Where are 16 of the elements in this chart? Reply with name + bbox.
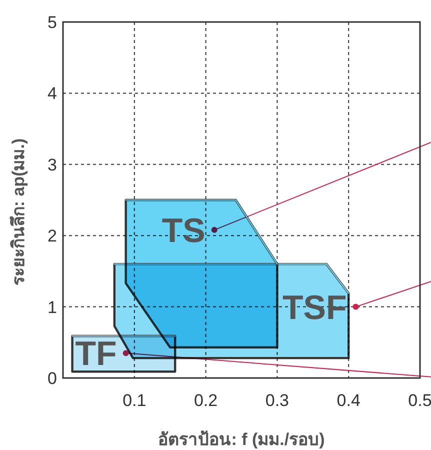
annotation: TS <box>162 212 206 250</box>
x-tick-label: 0.1 <box>122 391 146 410</box>
x-tick-label: 0.3 <box>265 391 290 410</box>
x-axis-title: อัตราป้อน: f (มม./รอบ) <box>158 430 325 449</box>
y-tick-label: 4 <box>48 84 57 104</box>
annotation: TF <box>75 335 117 374</box>
y-tick-label: 1 <box>48 298 57 317</box>
y-tick-label: 2 <box>48 226 57 246</box>
y-tick-label: 3 <box>48 155 57 174</box>
y-tick-label: 0 <box>48 369 57 388</box>
x-tick-label: 0.4 <box>336 391 360 410</box>
y-axis-title: ระยะกินลึก: ap(มม.) <box>9 138 28 286</box>
x-tick-label: 0.5 <box>408 391 431 410</box>
y-tick-label: 5 <box>48 13 57 32</box>
annotation: TSF <box>282 288 347 327</box>
x-tick-label: 0.2 <box>194 391 218 410</box>
